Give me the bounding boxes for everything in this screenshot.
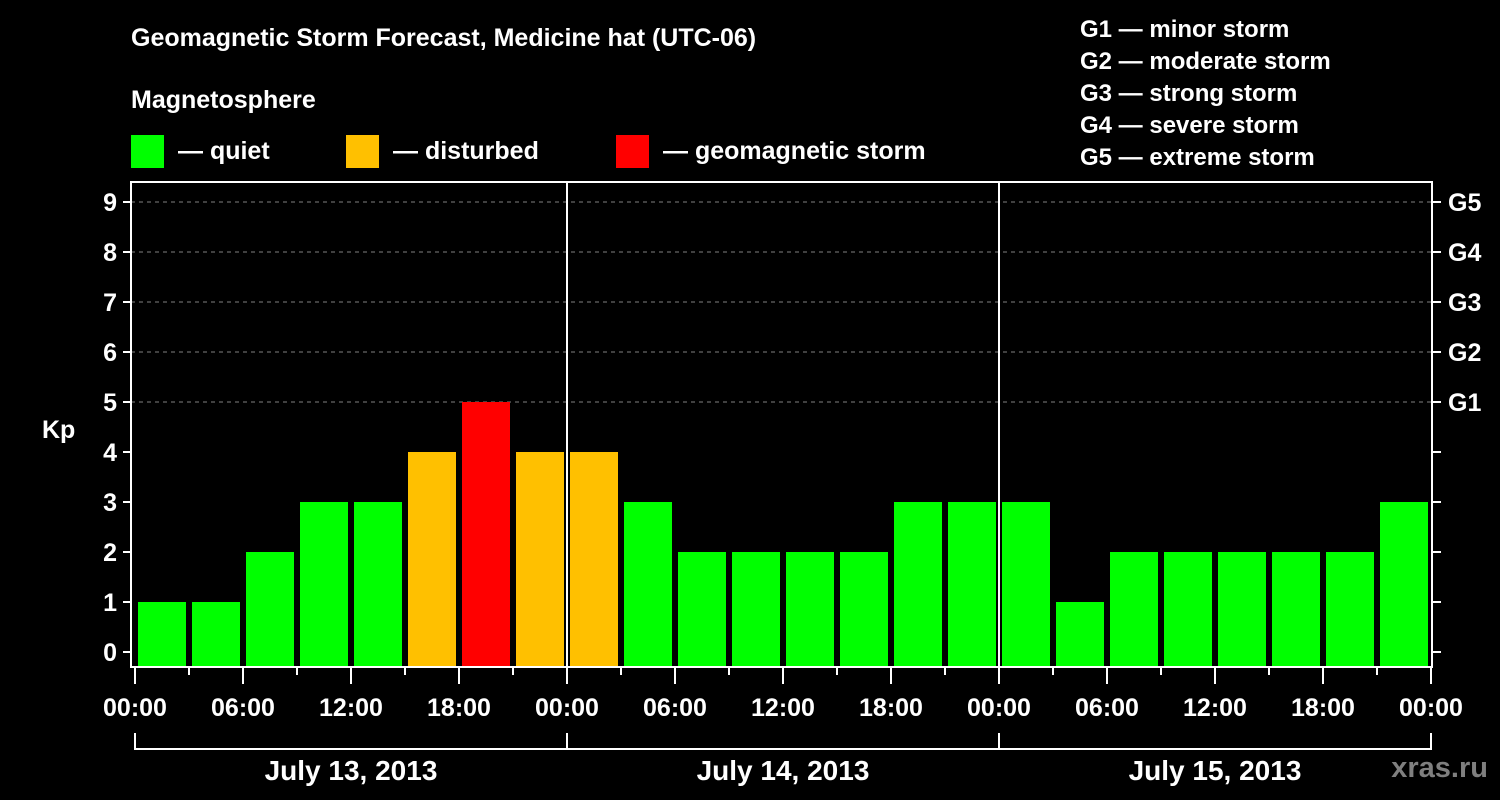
bar-jul-13-21-00 <box>516 452 564 667</box>
bar-jul-14-21-00 <box>948 502 996 667</box>
legend-swatch-quiet <box>131 134 164 168</box>
storm-scale-g5: G5 — extreme storm <box>1080 144 1315 171</box>
g-level-label: G3 <box>1448 289 1481 317</box>
gridlines <box>131 201 1432 403</box>
x-tick-label: 06:00 <box>1075 694 1139 722</box>
x-tick-label: 06:00 <box>211 694 275 722</box>
bar-jul-15-18-00 <box>1326 552 1374 667</box>
y-tick-label: 6 <box>103 339 117 367</box>
legend-item-quiet: — quiet <box>131 134 270 168</box>
bar-jul-14-03-00 <box>624 502 672 667</box>
x-tick-label: 00:00 <box>103 694 167 722</box>
y-tick-label: 7 <box>103 289 117 317</box>
legend-label-quiet: — quiet <box>178 136 270 165</box>
day-bracket <box>134 733 568 750</box>
bar-jul-13-03-00 <box>192 602 240 667</box>
axes <box>123 181 1441 750</box>
x-tick-label: 12:00 <box>319 694 383 722</box>
g-level-label: G5 <box>1448 189 1481 217</box>
legend-item-storm: — geomagnetic storm <box>616 134 926 168</box>
bar-jul-15-15-00 <box>1272 552 1320 667</box>
g-level-label: G1 <box>1448 389 1481 417</box>
bar-jul-15-06-00 <box>1110 552 1158 667</box>
y-tick-label: 0 <box>103 639 117 667</box>
x-tick-label: 18:00 <box>1291 694 1355 722</box>
day-label: July 15, 2013 <box>1129 755 1302 786</box>
bar-jul-14-12-00 <box>786 552 834 667</box>
bars <box>138 402 1428 667</box>
x-tick-label: 06:00 <box>643 694 707 722</box>
y-tick-label: 9 <box>103 189 117 217</box>
y-axis-label: Kp <box>42 416 75 444</box>
legend-heading: Magnetosphere <box>131 86 316 114</box>
axis-labels: 0 1 2 3 4 5 6 7 8 9 G1 G2 G3 G4 G5 00:00 06:00 12:00 18:00… <box>103 189 1481 786</box>
x-tick-label: 18:00 <box>427 694 491 722</box>
day-label: July 14, 2013 <box>697 755 870 786</box>
bar-jul-15-12-00 <box>1218 552 1266 667</box>
bar-jul-15-00-00 <box>1002 502 1050 667</box>
g-level-label: G2 <box>1448 339 1481 367</box>
day-bracket <box>566 733 1000 750</box>
storm-scale-g4: G4 — severe storm <box>1080 112 1299 139</box>
bar-jul-13-12-00 <box>354 502 402 667</box>
bar-jul-13-00-00 <box>138 602 186 667</box>
legend-swatch-storm <box>616 134 649 168</box>
bar-jul-15-21-00 <box>1380 502 1428 667</box>
y-tick-label: 3 <box>103 489 117 517</box>
x-tick-label: 12:00 <box>1183 694 1247 722</box>
x-tick-label: 00:00 <box>967 694 1031 722</box>
bar-jul-13-06-00 <box>246 552 294 667</box>
chart-title: Geomagnetic Storm Forecast, Medicine hat… <box>131 24 757 52</box>
y-tick-label: 8 <box>103 239 117 267</box>
legend-swatch-disturbed <box>346 134 379 168</box>
plot-frame <box>130 181 1433 668</box>
y-tick-label: 2 <box>103 539 117 567</box>
bar-jul-13-18-00 <box>462 402 510 667</box>
g-level-label: G4 <box>1448 239 1481 267</box>
storm-scale-g2: G2 — moderate storm <box>1080 48 1331 75</box>
bar-jul-13-09-00 <box>300 502 348 667</box>
watermark: xras.ru <box>1391 752 1488 784</box>
y-tick-label: 1 <box>103 589 117 617</box>
bar-jul-14-18-00 <box>894 502 942 667</box>
legend-label-disturbed: — disturbed <box>393 136 539 165</box>
bar-jul-14-09-00 <box>732 552 780 667</box>
storm-scale-legend: G1 — minor storm G2 — moderate storm G3 … <box>1080 14 1331 174</box>
bar-jul-14-00-00 <box>570 452 618 667</box>
bar-jul-13-15-00 <box>408 452 456 667</box>
storm-scale-g1: G1 — minor storm <box>1080 16 1290 43</box>
legend-item-disturbed: — disturbed <box>346 134 539 168</box>
day-label: July 13, 2013 <box>265 755 438 786</box>
legend-label-storm: — geomagnetic storm <box>663 136 926 165</box>
bar-jul-15-03-00 <box>1056 602 1104 667</box>
bar-jul-14-15-00 <box>840 552 888 667</box>
y-tick-label: 4 <box>103 439 117 467</box>
bar-jul-15-09-00 <box>1164 552 1212 667</box>
x-tick-label: 12:00 <box>751 694 815 722</box>
y-tick-label: 5 <box>103 389 117 417</box>
x-tick-label: 00:00 <box>1399 694 1463 722</box>
bar-jul-14-06-00 <box>678 552 726 667</box>
day-bracket <box>998 733 1432 750</box>
storm-scale-g3: G3 — strong storm <box>1080 80 1298 107</box>
x-tick-label: 00:00 <box>535 694 599 722</box>
x-tick-label: 18:00 <box>859 694 923 722</box>
